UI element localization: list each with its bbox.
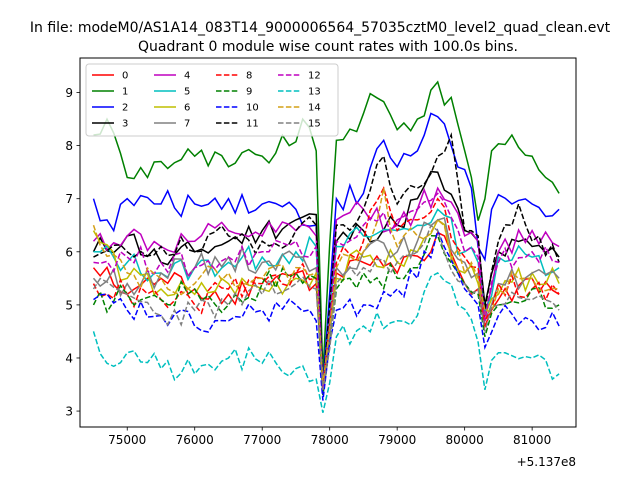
y-tick-label: 3: [65, 405, 73, 419]
legend-label-6: 6: [184, 103, 190, 114]
legend-label-10: 10: [246, 103, 259, 114]
series-line-12: [93, 192, 560, 390]
y-tick-label: 6: [65, 245, 73, 259]
figure-suptitle: In file: modeM0/AS1A14_083T14_9000006564…: [30, 20, 611, 36]
series-line-14: [92, 187, 560, 385]
x-tick-label: 77000: [243, 433, 281, 447]
x-tick-label: 80000: [446, 433, 484, 447]
legend-label-3: 3: [122, 119, 128, 130]
legend-label-9: 9: [246, 87, 252, 98]
legend-label-7: 7: [184, 119, 190, 130]
series-line-15: [92, 224, 560, 390]
legend-label-12: 12: [308, 71, 321, 82]
y-tick-label: 5: [65, 298, 73, 312]
legend-label-2: 2: [122, 103, 128, 114]
legend-label-15: 15: [308, 119, 321, 130]
series-line-11: [93, 132, 560, 390]
series-line-1: [93, 80, 560, 374]
y-tick-label: 7: [65, 192, 73, 206]
series-line-13: [92, 272, 560, 413]
legend-label-8: 8: [246, 71, 252, 82]
chart-title: Quadrant 0 module wise count rates with …: [138, 39, 518, 55]
y-tick-label: 9: [65, 86, 73, 100]
legend-label-14: 14: [308, 103, 321, 114]
legend-frame: [85, 63, 339, 137]
y-tick-label: 4: [65, 351, 73, 365]
series-layer: [92, 80, 560, 413]
x-axis: 75000 76000 77000 78000 79000 80000 81000: [108, 427, 551, 447]
legend-label-11: 11: [246, 119, 259, 130]
legend-label-1: 1: [122, 87, 128, 98]
x-tick-label: 78000: [311, 433, 349, 447]
y-axis: 3 4 5 6 7 8 9: [65, 86, 80, 419]
legend-label-13: 13: [308, 87, 321, 98]
x-offset-label: +5.137e8: [517, 455, 576, 469]
axes-frame: [79, 57, 577, 428]
legend-label-5: 5: [184, 87, 190, 98]
y-tick-label: 8: [65, 139, 73, 153]
x-tick-label: 76000: [176, 433, 214, 447]
legend-label-4: 4: [184, 71, 190, 82]
legend-label-0: 0: [122, 71, 128, 82]
x-tick-label: 79000: [378, 433, 416, 447]
x-tick-label: 75000: [108, 433, 146, 447]
x-tick-label: 81000: [513, 433, 551, 447]
